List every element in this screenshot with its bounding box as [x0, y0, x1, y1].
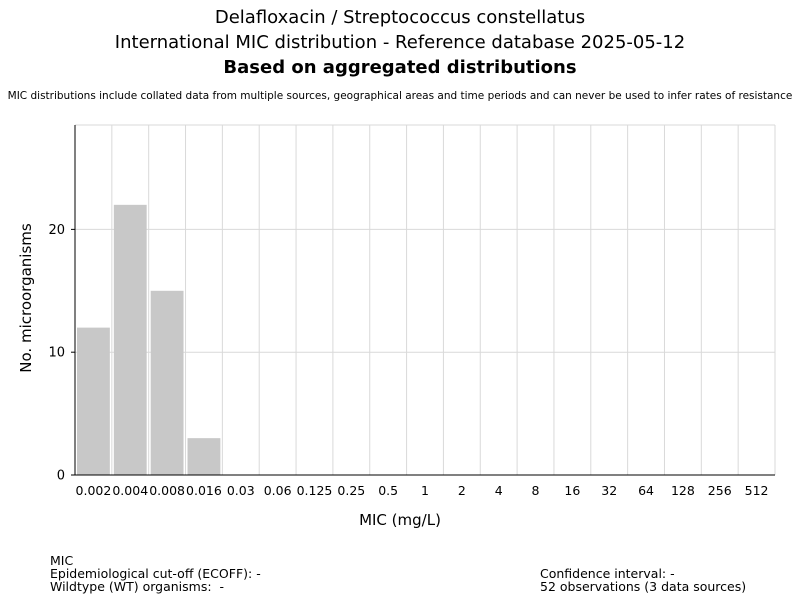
footer-left: MIC Epidemiological cut-off (ECOFF): - W… — [50, 554, 261, 593]
footer-observations: 52 observations (3 data sources) — [540, 579, 747, 594]
x-tick-label: 0.002 — [76, 483, 112, 498]
y-tick-label: 20 — [48, 223, 65, 238]
footer-confidence: Confidence interval: - — [540, 566, 675, 581]
chart-title-line-1: Delafloxacin / Streptococcus constellatu… — [214, 7, 586, 28]
footer-mic-label: MIC — [50, 553, 74, 568]
x-axis-title: MIC (mg/L) — [359, 511, 441, 529]
x-tick-label: 2 — [458, 483, 466, 498]
x-tick-label: 0.008 — [149, 483, 185, 498]
x-tick-label: 0.03 — [227, 483, 255, 498]
chart-title-line-2: International MIC distribution - Referen… — [114, 32, 686, 53]
y-axis-title: No. microorganisms — [17, 223, 35, 373]
x-tick-label: 8 — [532, 483, 540, 498]
bar-0.002 — [77, 327, 110, 475]
bar-0.016 — [187, 438, 221, 475]
bar-0.004 — [113, 204, 147, 475]
x-tick-label: 16 — [564, 483, 580, 498]
x-tick-label: 0.25 — [337, 483, 365, 498]
x-tick-label: 1 — [421, 483, 429, 498]
x-tick-label: 0.125 — [297, 483, 333, 498]
x-tick-label: 0.004 — [112, 483, 148, 498]
chart-subtitle-note: MIC distributions include collated data … — [7, 90, 793, 102]
x-tick-label: 128 — [671, 483, 695, 498]
x-tick-label: 32 — [601, 483, 617, 498]
footer-wildtype: Wildtype (WT) organisms: - — [50, 579, 225, 594]
y-tick-label: 0 — [57, 469, 65, 484]
y-tick-label: 10 — [48, 346, 65, 361]
x-tick-label: 64 — [638, 483, 654, 498]
mic-distribution-chart: 0 10 20 0.002 0.004 0.008 0.016 0.03 0.06 0.125 0.… — [17, 124, 776, 529]
x-tick-label: 0.016 — [186, 483, 222, 498]
bar-0.008 — [150, 290, 184, 475]
x-tick-label: 4 — [495, 483, 503, 498]
footer-ecoff: Epidemiological cut-off (ECOFF): - — [50, 566, 261, 581]
x-tick-label: 0.06 — [264, 483, 292, 498]
x-tick-label: 256 — [708, 483, 732, 498]
x-tick-label: 0.5 — [378, 483, 398, 498]
chart-title-line-3: Based on aggregated distributions — [223, 57, 577, 78]
x-tick-label: 512 — [745, 483, 769, 498]
footer-right: Confidence interval: - 52 observations (… — [540, 567, 746, 593]
